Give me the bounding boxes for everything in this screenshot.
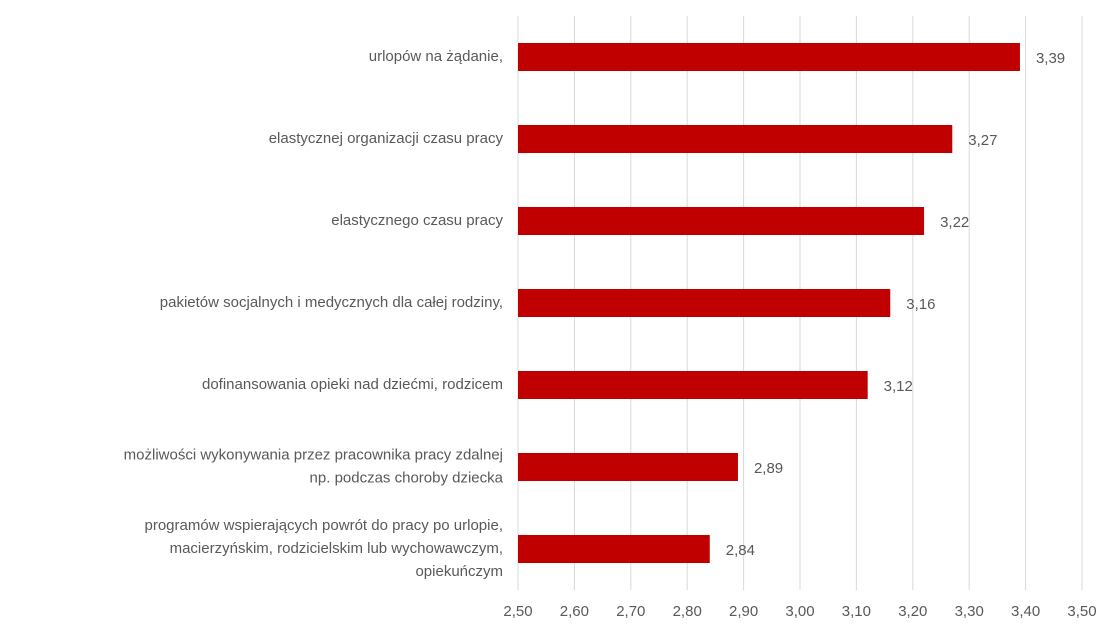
y-tick-label: elastycznej organizacji czasu pracy [269,130,504,147]
bar [518,207,925,235]
bar [518,289,891,317]
y-tick-label: elastycznego czasu pracy [331,212,503,229]
data-label: 3,16 [906,296,935,313]
bar [518,453,738,481]
bar [518,371,868,399]
x-tick-label: 3,50 [1067,603,1096,620]
y-tick-label: dofinansowania opieki nad dziećmi, rodzi… [202,376,503,393]
data-label: 2,84 [726,542,755,559]
x-tick-label: 3,30 [955,603,984,620]
y-tick-label: pakietów socjalnych i medycznych dla cał… [160,294,503,311]
x-tick-label: 2,90 [729,603,758,620]
x-tick-label: 2,70 [616,603,645,620]
y-tick-label: urlopów na żądanie, [369,48,503,65]
x-tick-label: 2,80 [673,603,702,620]
bar [518,535,710,563]
x-tick-label: 3,00 [785,603,814,620]
data-label: 3,27 [968,132,997,149]
data-label: 3,12 [884,378,913,395]
y-tick-label: programów wspierających powrót do pracy … [144,517,503,580]
x-tick-label: 3,40 [1011,603,1040,620]
x-tick-label: 2,60 [560,603,589,620]
x-tick-label: 3,20 [898,603,927,620]
x-tick-label: 3,10 [842,603,871,620]
bar [518,43,1020,71]
data-label: 2,89 [754,460,783,477]
x-tick-label: 2,50 [503,603,532,620]
data-label: 3,22 [940,214,969,231]
bar [518,125,953,153]
data-label: 3,39 [1036,50,1065,67]
y-tick-label: możliwości wykonywania przez pracownika … [124,446,504,486]
